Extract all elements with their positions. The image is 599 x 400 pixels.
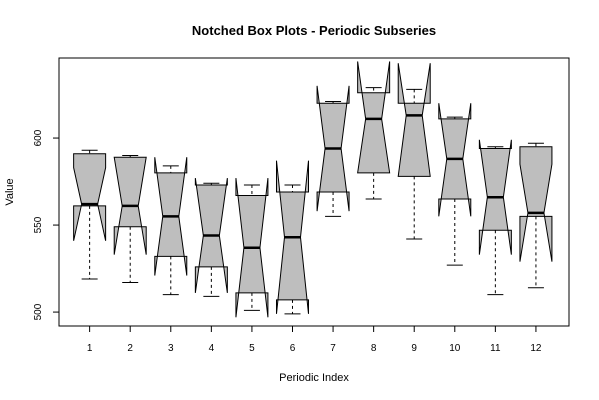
x-tick-label: 8 — [371, 343, 377, 354]
box-10 — [438, 103, 472, 266]
y-tick-label: 550 — [33, 216, 44, 233]
notched-box — [519, 146, 553, 262]
x-tick-label: 5 — [249, 343, 255, 354]
box-6 — [275, 160, 309, 315]
box-1 — [73, 149, 107, 280]
y-axis: 500 550 600 — [33, 129, 59, 320]
x-tick-label: 7 — [330, 343, 336, 354]
x-tick-label: 11 — [490, 343, 501, 354]
notched-box — [397, 63, 431, 177]
notched-box — [73, 153, 107, 241]
x-axis-label: Periodic Index — [279, 372, 349, 384]
box-3 — [154, 157, 188, 296]
x-tick-label: 4 — [209, 343, 215, 354]
box-8 — [357, 61, 391, 200]
box-12 — [519, 142, 553, 289]
box-9 — [397, 63, 431, 240]
x-tick-label: 1 — [87, 343, 93, 354]
x-tick-label: 6 — [290, 343, 296, 354]
box-11 — [478, 139, 512, 296]
boxes-group — [73, 61, 553, 318]
x-tick-label: 12 — [530, 343, 542, 354]
box-5 — [235, 178, 269, 318]
y-axis-label: Value — [4, 178, 16, 205]
box-2 — [113, 154, 147, 283]
x-tick-label: 10 — [449, 343, 461, 354]
plot-frame — [58, 57, 570, 327]
notched-box — [357, 61, 391, 174]
box-7 — [316, 85, 350, 217]
box-4 — [194, 178, 228, 297]
y-tick-label: 500 — [33, 303, 44, 320]
chart-title: Notched Box Plots - Periodic Subseries — [192, 23, 436, 38]
x-tick-label: 9 — [411, 343, 417, 354]
x-axis: 1 2 3 4 5 6 7 8 9 10 11 12 — [87, 326, 542, 354]
x-tick-label: 2 — [127, 343, 133, 354]
x-tick-label: 3 — [168, 343, 174, 354]
y-tick-label: 600 — [33, 129, 44, 146]
